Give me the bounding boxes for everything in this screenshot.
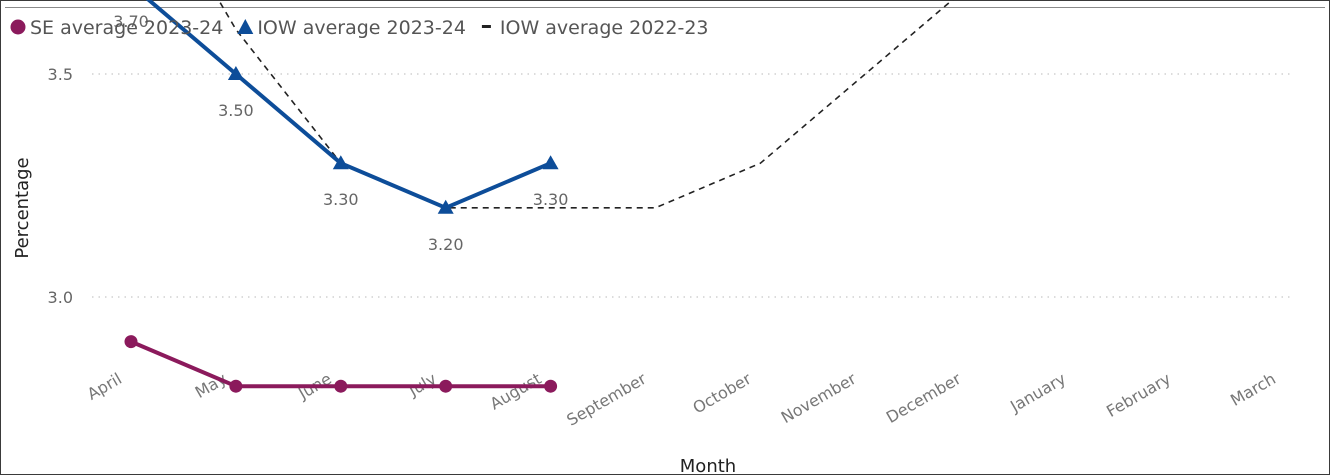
top-border-line [5,7,1325,8]
y-tick-label: 3.0 [48,288,73,307]
legend: SE average 2023-24 IOW average 2023-24 IOW… [10,17,709,39]
data-point [332,155,349,170]
legend-label: IOW average 2022-23 [500,17,709,39]
y-axis-ticks: 3.03.54.0 [48,65,73,307]
data-label: 3.70 [113,12,149,31]
series-line [130,339,551,389]
data-label: 3.30 [533,190,569,209]
legend-triangle-icon [237,19,254,34]
series-lines [124,0,954,393]
legend-label: IOW average 2023-24 [257,17,466,39]
x-tick-label: April [84,369,125,404]
data-point [439,379,453,393]
x-tick-label: January [1006,369,1069,416]
x-tick-label: September [563,369,649,430]
x-tick-label: February [1103,369,1174,421]
legend-label: SE average 2023-24 [30,17,223,39]
data-point [334,379,348,393]
x-tick-label: March [1227,369,1279,410]
legend-circle-icon [10,19,26,35]
gridlines [92,73,1292,298]
legend-item[interactable]: IOW average 2022-23 [481,17,709,39]
data-label: 3.20 [428,235,464,254]
x-tick-label: October [689,369,754,418]
data-point [542,155,559,170]
data-label: 3.30 [323,190,359,209]
x-axis-ticks: April May June July August September October No… [84,369,1279,430]
y-axis-title: Percentage [12,157,33,258]
legend-item[interactable]: SE average 2023-24 [10,17,224,39]
x-tick-label: December [883,369,965,427]
x-tick-label: November [778,369,860,427]
data-label: 3.50 [218,101,254,120]
data-point [437,199,454,214]
data-point [227,66,244,80]
y-tick-label: 3.5 [48,65,73,84]
data-point [124,335,138,349]
x-axis-title: Month [680,456,736,475]
data-labels: 3.70 3.50 3.30 3.20 3.30 [113,12,568,254]
legend-item[interactable]: IOW average 2023-24 [237,17,466,39]
data-point [544,379,558,393]
data-point [229,379,243,393]
x-tick-label: August [487,369,545,413]
legend-dash-icon [481,25,491,28]
